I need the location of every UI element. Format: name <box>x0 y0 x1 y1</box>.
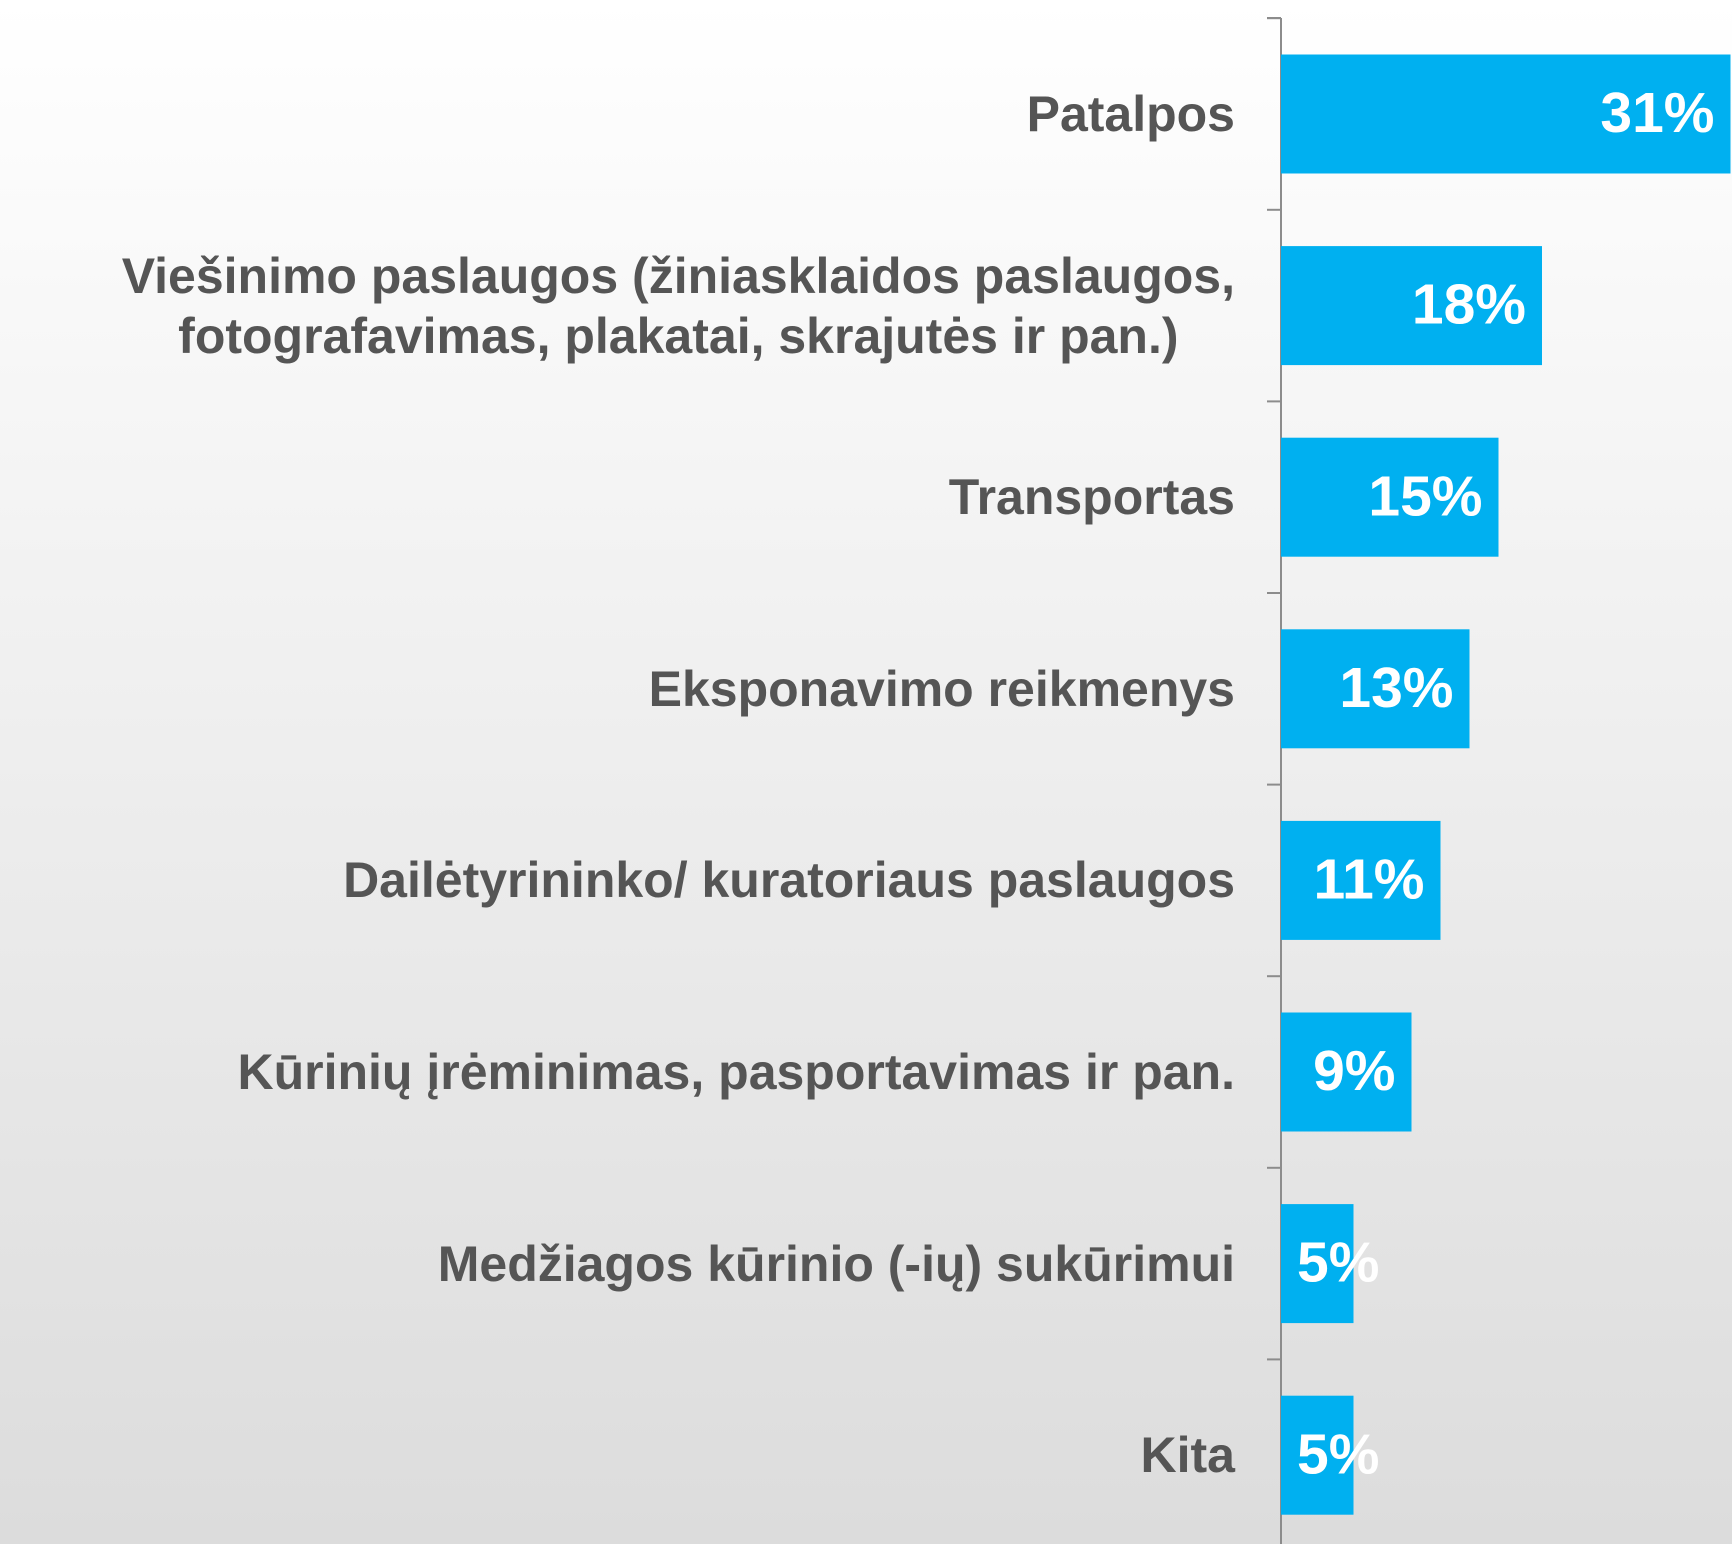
bar <box>1281 246 1542 366</box>
bar <box>1281 1012 1412 1132</box>
value-label: 5% <box>1297 1422 1379 1486</box>
value-label: 13% <box>1339 656 1453 720</box>
category-label: Transportas <box>948 469 1235 526</box>
category-label: Medžiagos kūrinio (-ių) sukūrimui <box>437 1235 1235 1292</box>
bar <box>1281 629 1470 749</box>
value-label: 31% <box>1600 81 1714 145</box>
value-label: 5% <box>1297 1231 1379 1295</box>
category-label: Kūrinių įrėminimas, pasportavimas ir pan… <box>237 1044 1235 1100</box>
category-label: Patalpos <box>1026 86 1235 142</box>
value-label: 15% <box>1368 464 1482 528</box>
category-label: Eksponavimo reikmenys <box>648 660 1235 717</box>
bar <box>1281 820 1441 940</box>
bar <box>1281 1395 1354 1515</box>
value-label: 18% <box>1412 273 1526 337</box>
bar <box>1281 1204 1354 1324</box>
category-label: Kita <box>1140 1427 1235 1484</box>
category-label: Dailėtyrininko/ kuratoriaus paslaugos <box>343 852 1235 909</box>
bar <box>1281 437 1499 557</box>
category-label: Viešinimo paslaugos (žiniasklaidos pasla… <box>121 247 1235 364</box>
value-label: 9% <box>1313 1039 1395 1103</box>
value-label: 11% <box>1314 847 1425 911</box>
bar <box>1281 54 1731 174</box>
